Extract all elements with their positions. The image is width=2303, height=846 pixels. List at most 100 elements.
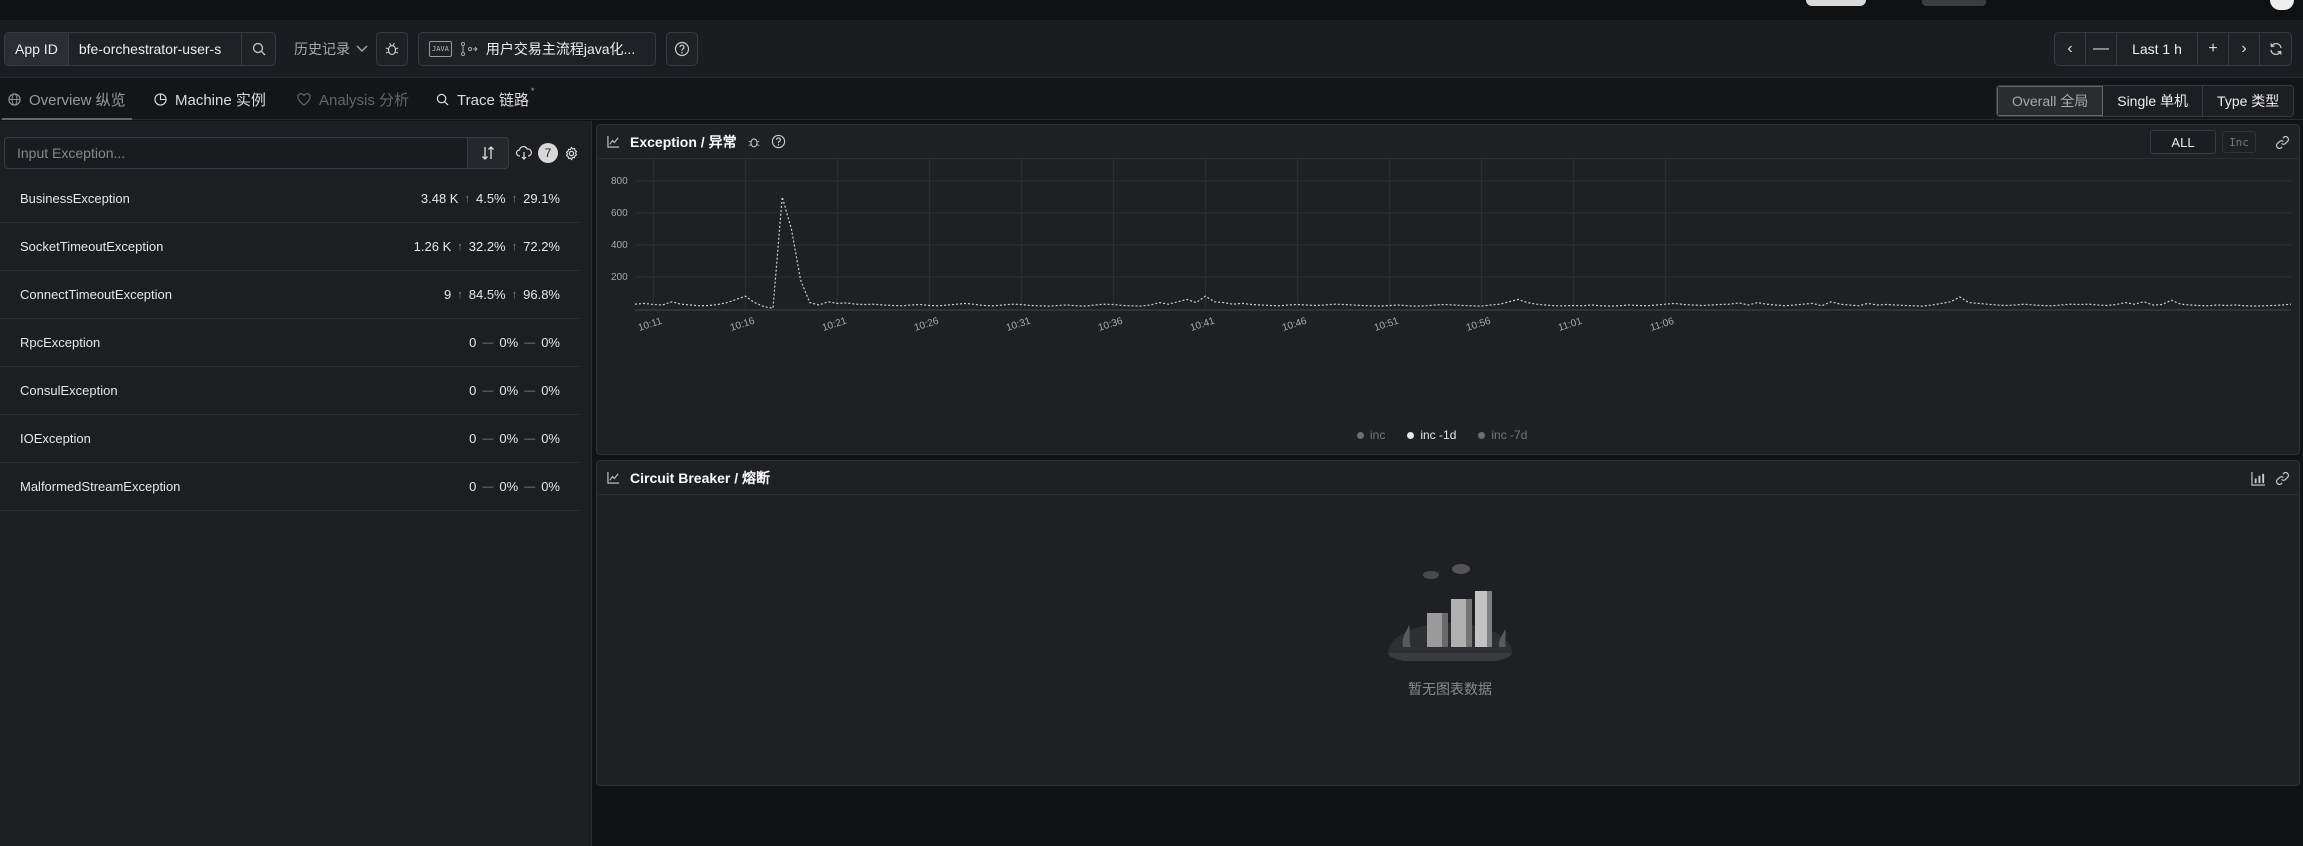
tab-mark: * xyxy=(530,86,535,96)
appid-field[interactable]: App ID bfe-orchestrator-user-s xyxy=(4,32,276,66)
exception-name: RpcException xyxy=(20,335,101,350)
exception-stats: 1.26 K ↑ 32.2% ↑ 72.2% xyxy=(414,239,560,254)
trend-arrow-icon: ↑ xyxy=(511,192,518,205)
exception-row[interactable]: MalformedStreamException 0 — 0% — 0% xyxy=(0,463,580,511)
x-tick-label: 10:51 xyxy=(1373,316,1401,334)
bug-icon xyxy=(385,42,399,56)
list-controls: 7 xyxy=(516,143,579,163)
inc-button[interactable]: Inc xyxy=(2222,131,2256,153)
top-field xyxy=(1922,0,1986,6)
empty-chart-illustration xyxy=(1388,564,1512,661)
view-type[interactable]: Type 类型 xyxy=(2203,86,2294,116)
exception-count-badge: 7 xyxy=(538,143,558,163)
tab-label: Machine 实例 xyxy=(175,91,266,109)
chevron-right-icon[interactable]: › xyxy=(2229,33,2260,65)
exception-total: 9 xyxy=(444,287,452,302)
exception-change-1d: 84.5% xyxy=(468,287,506,302)
exception-change-7d: 0% xyxy=(541,383,560,398)
exception-row[interactable]: BusinessException 3.48 K ↑ 4.5% ↑ 29.1% xyxy=(0,175,580,223)
exception-row[interactable]: IOException 0 — 0% — 0% xyxy=(0,415,580,463)
exception-row[interactable]: SocketTimeoutException 1.26 K ↑ 32.2% ↑ 72.2% xyxy=(0,223,580,271)
top-strip xyxy=(0,0,2303,20)
x-tick-label: 10:46 xyxy=(1281,316,1309,334)
legend-dot xyxy=(1478,431,1486,439)
cloud-download-icon[interactable] xyxy=(516,146,532,160)
exception-change-7d: 96.8% xyxy=(523,287,560,302)
legend-item[interactable]: inc -7d xyxy=(1478,428,1527,442)
appid-value[interactable]: bfe-orchestrator-user-s xyxy=(78,41,222,57)
time-range-group: ‹ — Last 1 h + › xyxy=(2054,32,2292,66)
gear-icon[interactable] xyxy=(564,145,579,161)
exception-change-1d: 4.5% xyxy=(475,191,506,206)
x-tick-label: 11:01 xyxy=(1557,316,1584,334)
exception-change-7d: 0% xyxy=(541,479,560,494)
x-tick-label: 10:26 xyxy=(913,316,941,334)
legend-label: inc -7d xyxy=(1491,428,1528,442)
refresh-icon[interactable] xyxy=(2260,33,2291,65)
trend-arrow-icon: — xyxy=(482,432,494,445)
exception-stats: 9 ↑ 84.5% ↑ 96.8% xyxy=(444,287,560,302)
exception-name: MalformedStreamException xyxy=(20,479,181,494)
legend-dot xyxy=(1407,431,1415,439)
legend-label: inc xyxy=(1370,428,1386,442)
x-tick-label: 10:36 xyxy=(1097,316,1125,334)
zoom-in-button[interactable]: + xyxy=(2198,33,2229,65)
view-overall[interactable]: Overall 全局 xyxy=(1997,86,2104,116)
line-chart-icon xyxy=(607,471,620,484)
all-button[interactable]: ALL xyxy=(2150,130,2216,154)
exception-line-chart[interactable]: 200 400 600 800 10:11 10:16 10:21 10:26 10:31 10:… xyxy=(597,159,2301,349)
top-toolbar: App ID bfe-orchestrator-user-s 历史记录 JAVA… xyxy=(0,20,2303,78)
bar-chart-icon[interactable] xyxy=(2251,471,2266,486)
tab-trace[interactable]: Trace 链路 * xyxy=(436,78,534,120)
exception-row[interactable]: ConsulException 0 — 0% — 0% xyxy=(0,367,580,415)
view-mode-segmented: Overall 全局 Single 单机 Type 类型 xyxy=(1996,85,2295,117)
x-tick-label: 10:31 xyxy=(1005,316,1033,334)
question-icon xyxy=(674,41,690,57)
avatar[interactable] xyxy=(2270,0,2294,10)
search-icon[interactable] xyxy=(241,33,275,65)
heart-icon xyxy=(297,92,311,106)
exception-row[interactable]: RpcException 0 — 0% — 0% xyxy=(0,319,580,367)
link-icon[interactable] xyxy=(2275,135,2290,150)
tab-analysis[interactable]: Analysis 分析 xyxy=(297,78,409,120)
trend-arrow-icon: — xyxy=(524,432,536,445)
time-range-label[interactable]: Last 1 h xyxy=(2117,33,2198,65)
trend-arrow-icon: ↑ xyxy=(464,192,470,205)
empty-state-text: 暂无图表数据 xyxy=(1408,681,1492,697)
exception-total: 0 xyxy=(469,431,477,446)
exception-total: 1.26 K xyxy=(413,239,452,254)
chevron-left-icon[interactable]: ‹ xyxy=(2055,33,2086,65)
zoom-out-button[interactable]: — xyxy=(2086,33,2117,65)
question-icon[interactable] xyxy=(771,134,786,149)
trend-arrow-icon: ↑ xyxy=(511,288,518,301)
exception-stats: 0 — 0% — 0% xyxy=(469,383,560,398)
globe-icon xyxy=(8,92,21,106)
exception-total: 0 xyxy=(469,335,477,350)
sort-icon xyxy=(482,146,494,160)
circuit-breaker-header: Circuit Breaker / 熔断 xyxy=(597,461,2299,495)
exception-list-panel: Input Exception... 7 BusinessException 3.… xyxy=(0,121,592,846)
exception-name: ConnectTimeoutException xyxy=(20,287,172,302)
history-dropdown[interactable]: 历史记录 xyxy=(294,32,368,66)
legend-item[interactable]: inc -1d xyxy=(1407,428,1456,442)
tab-machine[interactable]: Machine 实例 xyxy=(154,78,266,120)
x-tick-label: 10:21 xyxy=(821,316,849,334)
exception-row[interactable]: ConnectTimeoutException 9 ↑ 84.5% ↑ 96.8% xyxy=(0,271,580,319)
exception-total: 3.48 K xyxy=(420,191,459,206)
exception-change-7d: 0% xyxy=(541,431,560,446)
view-single[interactable]: Single 单机 xyxy=(2103,86,2204,116)
y-tick-label: 600 xyxy=(611,208,628,219)
exception-stats: 0 — 0% — 0% xyxy=(469,335,560,350)
bug-button[interactable] xyxy=(376,32,408,66)
help-button[interactable] xyxy=(666,32,698,66)
link-icon[interactable] xyxy=(2275,471,2290,486)
trend-arrow-icon: — xyxy=(482,480,494,493)
exception-search-input[interactable]: Input Exception... xyxy=(4,137,469,169)
bug-icon[interactable] xyxy=(747,135,761,149)
x-tick-label: 10:56 xyxy=(1465,316,1493,334)
legend-item[interactable]: inc xyxy=(1357,428,1385,442)
tab-overview[interactable]: Overview 纵览 xyxy=(2,78,132,120)
java-project-selector[interactable]: JAVA 用户交易主流程java化... xyxy=(418,32,656,66)
sort-button[interactable] xyxy=(467,137,509,169)
y-tick-label: 200 xyxy=(611,272,628,283)
